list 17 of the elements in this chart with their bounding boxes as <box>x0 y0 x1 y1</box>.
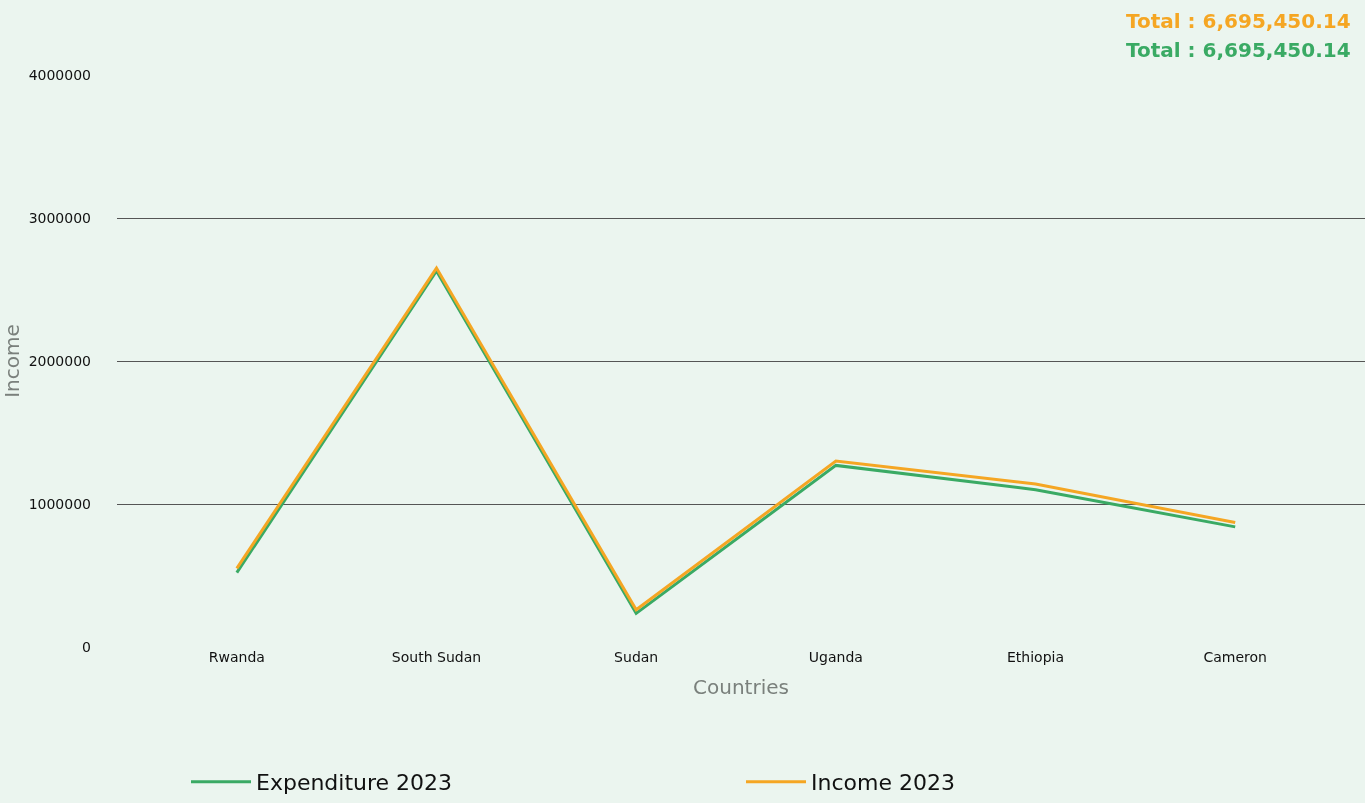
legend-label: Expenditure 2023 <box>256 770 453 796</box>
text: Total : 6,695,450.14 <box>1126 38 1351 62</box>
x-tick-label: South Sudan <box>391 649 482 665</box>
y-tick-label: 0 <box>82 638 91 655</box>
legend-label: Income 2023 <box>811 770 955 796</box>
y-axis-title: Income <box>0 324 24 398</box>
x-tick-label: Ethiopia <box>1007 649 1065 665</box>
y-tick-label: 1000000 <box>28 495 91 512</box>
x-tick-label: Sudan <box>614 649 659 665</box>
text: Total : 6,695,450.14 <box>1126 9 1351 33</box>
y-tick-label: 4000000 <box>28 66 91 83</box>
x-tick-label: Rwanda <box>208 649 265 665</box>
x-axis-title: Countries <box>693 674 789 699</box>
x-tick-label: Uganda <box>808 649 863 665</box>
y-tick-label: 3000000 <box>28 209 91 226</box>
y-tick-label: 2000000 <box>28 352 91 369</box>
x-tick-label: Cameron <box>1203 649 1267 665</box>
